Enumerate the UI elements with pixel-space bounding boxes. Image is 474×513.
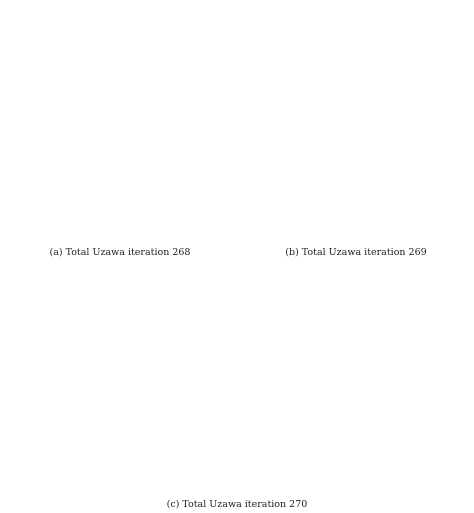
caption-a: (a) Total Uzawa iteration 268 (49, 247, 191, 258)
chart-panel-c (118, 262, 356, 496)
caption-c: (c) Total Uzawa iteration 270 (166, 499, 308, 510)
chart-b-svg (238, 0, 472, 240)
chart-panel-a (2, 0, 236, 240)
chart-panel-b (238, 0, 472, 240)
chart-a-svg (2, 0, 236, 240)
caption-b: (b) Total Uzawa iteration 269 (285, 247, 427, 258)
chart-c-svg (118, 262, 356, 496)
